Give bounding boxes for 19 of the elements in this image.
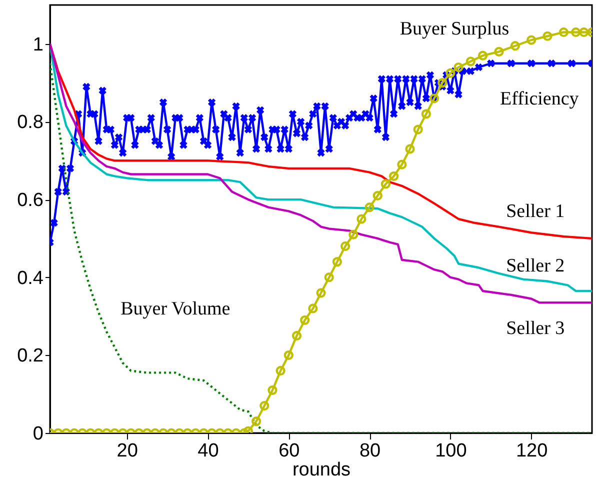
- y-tick-label: 0.8: [17, 112, 44, 134]
- series-label: Seller 3: [506, 318, 565, 339]
- x-tick-label: 20: [116, 440, 138, 462]
- y-tick-label: 0.6: [17, 190, 44, 212]
- series-label: Seller 2: [506, 256, 565, 277]
- x-tick-label: 80: [359, 440, 381, 462]
- series-label: Buyer Volume: [120, 298, 230, 320]
- x-axis-title: rounds: [292, 460, 351, 480]
- y-tick-label: 0: [32, 424, 44, 444]
- y-tick-label: 0.4: [17, 268, 44, 289]
- y-tick-label: 1: [32, 34, 44, 56]
- series-label: Seller 1: [506, 201, 565, 222]
- x-tick-label: 100: [435, 440, 467, 462]
- x-tick-label: 40: [198, 440, 219, 462]
- series-label: Buyer Surplus: [400, 18, 510, 40]
- x-tick-label: 60: [278, 440, 300, 462]
- series-label: Efficiency: [500, 88, 580, 110]
- x-tick-label: 120: [516, 440, 548, 462]
- y-tick-label: 0.2: [17, 346, 44, 367]
